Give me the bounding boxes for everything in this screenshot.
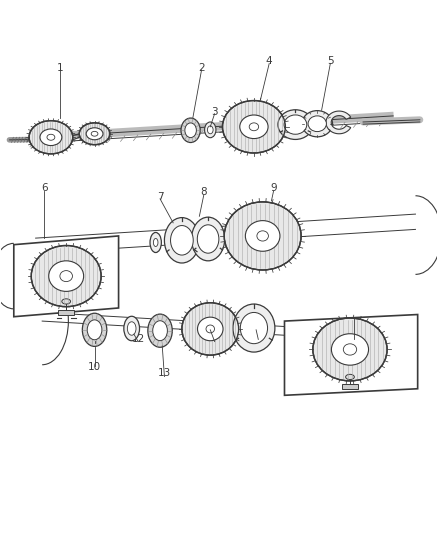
Ellipse shape bbox=[127, 322, 136, 335]
Ellipse shape bbox=[124, 316, 140, 341]
Ellipse shape bbox=[223, 101, 286, 153]
Ellipse shape bbox=[29, 120, 73, 154]
Polygon shape bbox=[326, 111, 351, 134]
Text: 15: 15 bbox=[252, 332, 265, 341]
Text: 5: 5 bbox=[327, 56, 334, 66]
Text: 3: 3 bbox=[211, 107, 218, 117]
Ellipse shape bbox=[87, 320, 102, 340]
Polygon shape bbox=[14, 236, 119, 317]
Text: 7: 7 bbox=[157, 192, 163, 201]
Ellipse shape bbox=[308, 116, 326, 132]
Text: 12: 12 bbox=[131, 334, 145, 344]
Ellipse shape bbox=[240, 115, 268, 139]
Ellipse shape bbox=[153, 238, 158, 246]
Ellipse shape bbox=[284, 115, 307, 134]
Text: 8: 8 bbox=[201, 187, 207, 197]
Text: 16: 16 bbox=[348, 332, 361, 341]
Ellipse shape bbox=[79, 123, 110, 144]
Ellipse shape bbox=[148, 314, 172, 348]
Ellipse shape bbox=[206, 325, 215, 333]
Ellipse shape bbox=[245, 221, 280, 251]
Text: 13: 13 bbox=[158, 368, 171, 378]
Ellipse shape bbox=[49, 261, 84, 292]
Text: 2: 2 bbox=[198, 63, 205, 73]
Text: 14: 14 bbox=[208, 334, 221, 344]
Ellipse shape bbox=[302, 111, 332, 137]
Ellipse shape bbox=[170, 225, 193, 255]
Ellipse shape bbox=[346, 374, 354, 379]
Ellipse shape bbox=[31, 246, 101, 306]
Ellipse shape bbox=[181, 118, 200, 142]
Ellipse shape bbox=[47, 134, 55, 140]
Ellipse shape bbox=[278, 110, 313, 140]
Text: 6: 6 bbox=[41, 183, 48, 193]
Text: 4: 4 bbox=[266, 56, 272, 66]
Ellipse shape bbox=[91, 131, 98, 136]
Ellipse shape bbox=[191, 217, 225, 261]
Text: 9: 9 bbox=[270, 183, 277, 193]
Ellipse shape bbox=[40, 129, 62, 146]
Ellipse shape bbox=[62, 299, 71, 304]
Ellipse shape bbox=[343, 344, 357, 355]
Ellipse shape bbox=[182, 303, 239, 355]
Ellipse shape bbox=[257, 231, 268, 241]
Ellipse shape bbox=[224, 202, 301, 270]
Ellipse shape bbox=[197, 225, 219, 253]
Ellipse shape bbox=[240, 312, 268, 344]
Ellipse shape bbox=[249, 123, 259, 131]
Polygon shape bbox=[58, 310, 74, 314]
Ellipse shape bbox=[208, 126, 213, 134]
Text: 11: 11 bbox=[88, 336, 101, 346]
Ellipse shape bbox=[185, 123, 196, 138]
Ellipse shape bbox=[198, 317, 223, 341]
Ellipse shape bbox=[205, 122, 216, 138]
Text: 1: 1 bbox=[57, 63, 63, 73]
Ellipse shape bbox=[164, 217, 199, 263]
Text: 10: 10 bbox=[88, 362, 101, 372]
Polygon shape bbox=[342, 384, 358, 389]
Polygon shape bbox=[285, 314, 418, 395]
Ellipse shape bbox=[82, 313, 107, 346]
Ellipse shape bbox=[150, 232, 161, 253]
Ellipse shape bbox=[60, 271, 72, 281]
Ellipse shape bbox=[313, 318, 387, 381]
Ellipse shape bbox=[332, 334, 368, 365]
Ellipse shape bbox=[86, 128, 103, 140]
Ellipse shape bbox=[233, 304, 275, 352]
Ellipse shape bbox=[153, 321, 167, 341]
